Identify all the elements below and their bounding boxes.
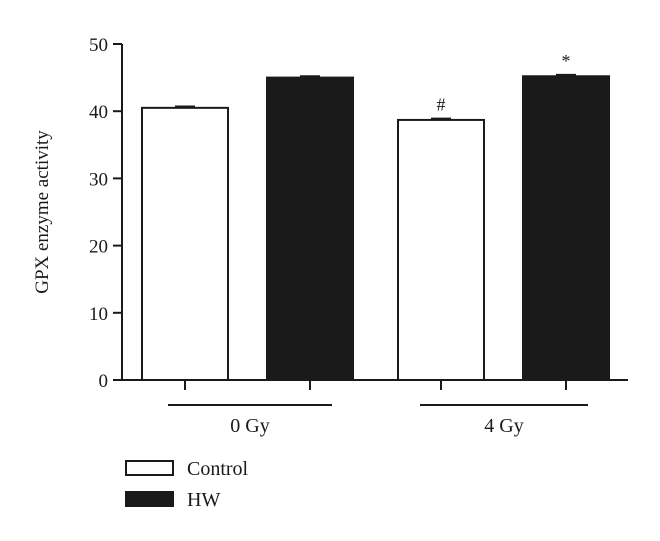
group-labels: 0 Gy 4 Gy xyxy=(168,404,588,437)
y-tick-label: 50 xyxy=(89,35,108,56)
y-tick-label: 10 xyxy=(89,304,108,325)
bars xyxy=(141,73,610,390)
y-tick-label: 40 xyxy=(89,102,108,123)
significance-star: * xyxy=(562,51,571,71)
bar-hw-0gy xyxy=(266,76,354,381)
bar-hw-4gy xyxy=(522,75,610,381)
bar-control-0gy xyxy=(141,106,229,381)
significance-hash: # xyxy=(437,95,446,115)
legend-swatch-hw xyxy=(125,491,174,507)
bar-control-4gy xyxy=(397,118,485,381)
group-label: 0 Gy xyxy=(230,415,269,437)
legend-label-control: Control xyxy=(187,458,249,480)
y-tick-label: 30 xyxy=(89,169,108,190)
legend-swatch-control xyxy=(125,460,174,476)
y-tick-label: 0 xyxy=(99,371,109,392)
y-tick-label: 20 xyxy=(89,237,108,258)
legend-label-hw: HW xyxy=(187,489,220,511)
group-label: 4 Gy xyxy=(484,415,523,437)
legend: Control HW xyxy=(125,458,249,511)
annotations: #* xyxy=(437,51,571,115)
y-axis-title: GPX enzyme activity xyxy=(32,130,53,294)
